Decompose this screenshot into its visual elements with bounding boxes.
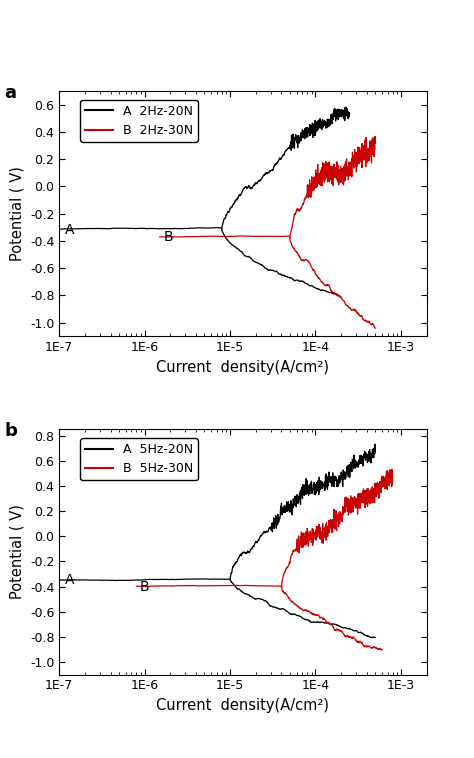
Legend: A  2Hz-20N, B  2Hz-30N: A 2Hz-20N, B 2Hz-30N	[80, 99, 198, 142]
Text: a: a	[4, 83, 16, 102]
Legend: A  5Hz-20N, B  5Hz-30N: A 5Hz-20N, B 5Hz-30N	[80, 438, 198, 481]
Y-axis label: Potential ( V): Potential ( V)	[9, 166, 24, 261]
Text: A: A	[64, 573, 74, 587]
X-axis label: Current  density(A/cm²): Current density(A/cm²)	[156, 698, 329, 713]
X-axis label: Current  density(A/cm²): Current density(A/cm²)	[156, 359, 329, 374]
Y-axis label: Potential ( V): Potential ( V)	[9, 505, 24, 600]
Text: b: b	[4, 422, 17, 440]
Text: B: B	[163, 230, 173, 244]
Text: B: B	[140, 580, 149, 594]
Text: A: A	[64, 223, 74, 237]
